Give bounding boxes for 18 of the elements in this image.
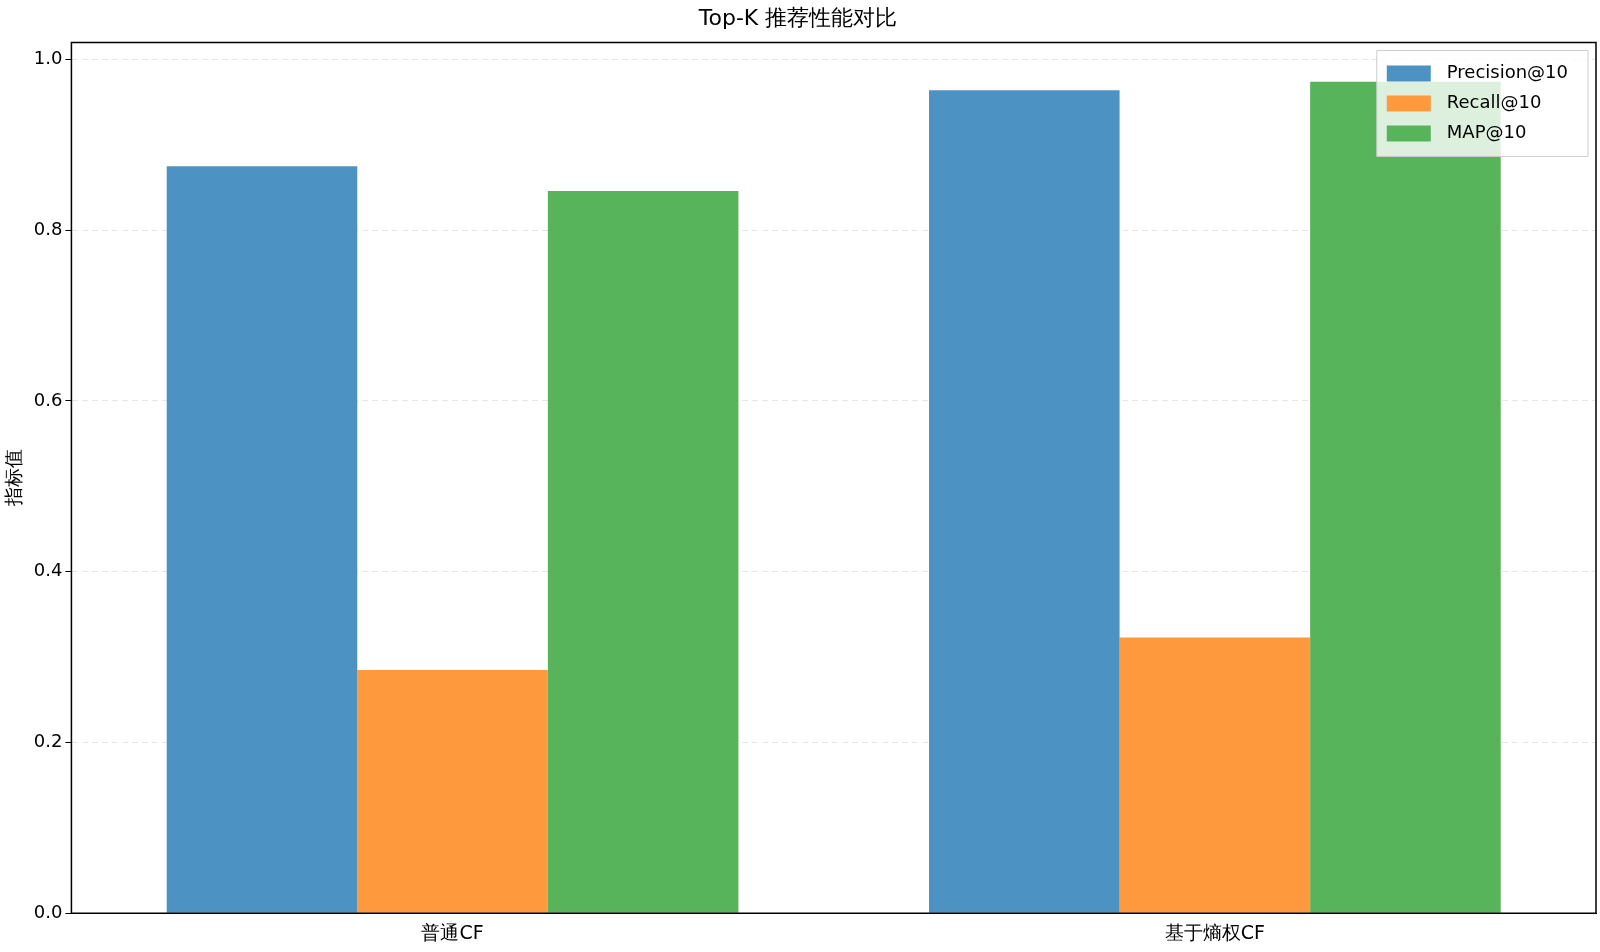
- bar: [1119, 637, 1311, 913]
- legend-label: MAP@10: [1446, 121, 1527, 143]
- bar: [929, 90, 1120, 913]
- bar: [166, 166, 358, 913]
- bar: [547, 190, 739, 913]
- y-tick-label: 0.2: [33, 730, 63, 752]
- y-tick-label: 0.6: [33, 388, 63, 410]
- bar: [357, 669, 548, 913]
- y-tick-label: 0.8: [33, 217, 63, 239]
- legend-label: Precision@10: [1446, 61, 1568, 83]
- y-axis-title: 指标值: [2, 449, 25, 508]
- y-tick-label: 1.0: [33, 47, 63, 69]
- chart-title: Top-K 推荐性能对比: [697, 4, 898, 30]
- y-tick-label: 0.0: [33, 900, 63, 922]
- y-tick-label: 0.4: [33, 559, 63, 581]
- x-tick-label: 基于熵权CF: [1164, 920, 1265, 943]
- x-tick-label: 普通CF: [421, 920, 484, 943]
- legend-label: Recall@10: [1446, 91, 1542, 113]
